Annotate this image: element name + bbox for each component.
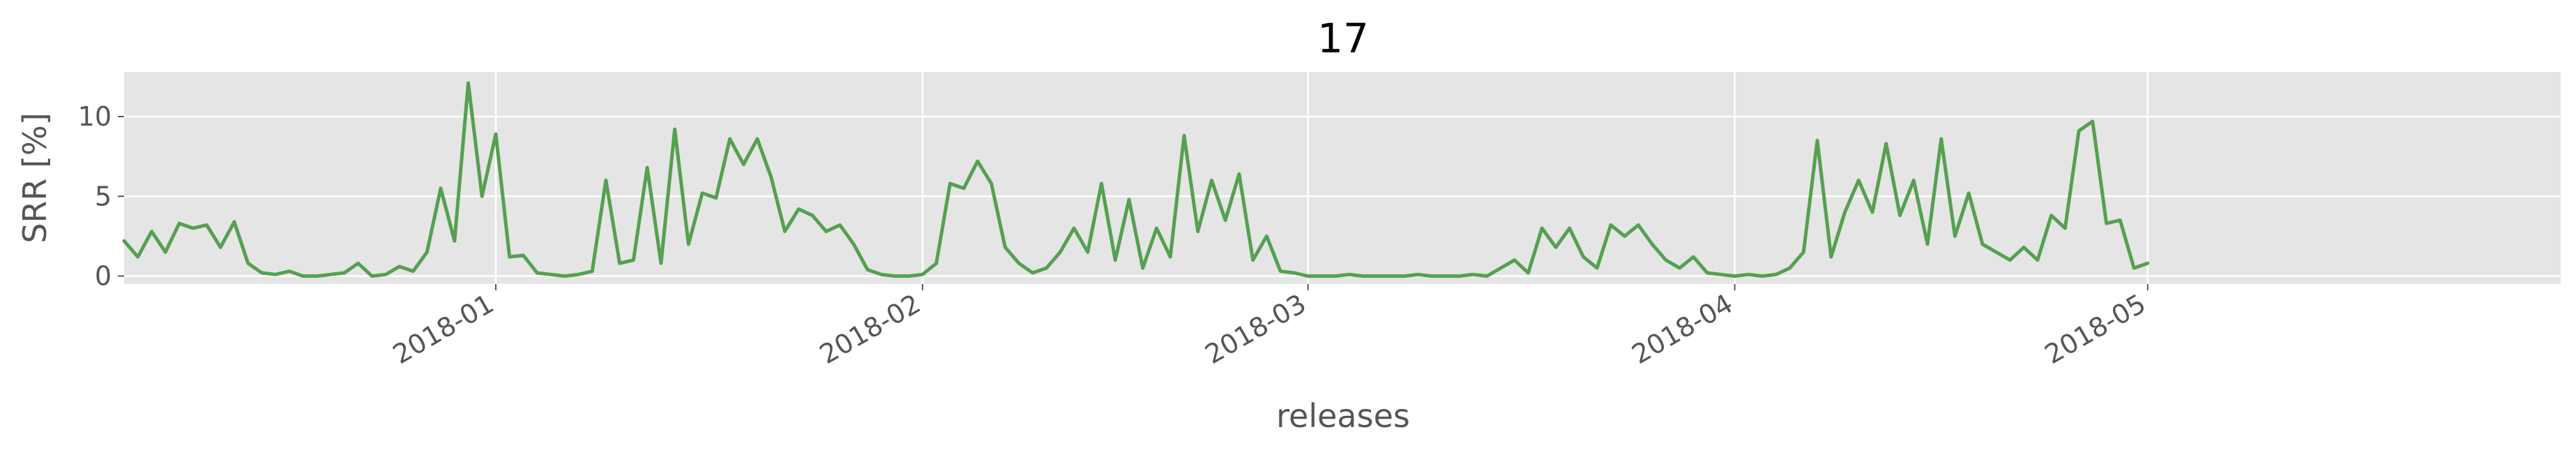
y-axis-label: SRR [%] <box>16 112 54 243</box>
y-tick-label: 5 <box>95 181 112 211</box>
x-axis-ticks: 2018-01 2018-02 2018-03 2018-04 2018-05 <box>388 284 2151 370</box>
plot-area <box>124 72 2561 284</box>
y-tick-label: 0 <box>95 261 112 292</box>
x-tick-label: 2018-03 <box>1200 288 1312 370</box>
y-tick-label: 10 <box>78 101 112 132</box>
x-tick-label: 2018-01 <box>388 288 499 370</box>
x-axis-label: releases <box>1276 397 1410 435</box>
series-line <box>122 81 2150 278</box>
series-layer <box>122 81 2150 278</box>
y-axis-ticks: 0 5 10 <box>78 101 124 292</box>
x-tick-label: 2018-04 <box>1627 288 1738 370</box>
chart-title: 17 <box>1317 15 1369 62</box>
x-tick-label: 2018-05 <box>2040 288 2151 370</box>
x-tick-label: 2018-02 <box>815 288 926 370</box>
